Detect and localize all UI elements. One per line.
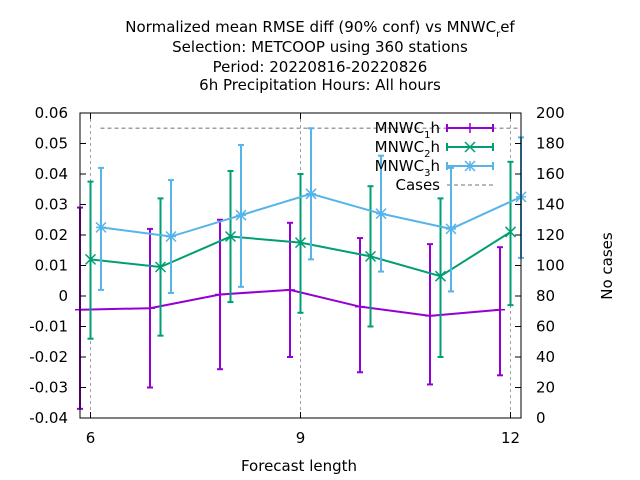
marker-stroke: [95, 221, 107, 233]
y-tick-label: 0.03: [35, 196, 68, 214]
marker-stroke: [504, 226, 517, 238]
data-point: [434, 270, 447, 282]
data-point: [215, 289, 225, 300]
y2-tick-label: 0: [536, 409, 546, 427]
data-point: [294, 237, 307, 249]
x-tick-label: 9: [296, 429, 306, 447]
marker-stroke: [235, 209, 247, 221]
y-tick-label: -0.02: [29, 348, 68, 366]
x-tick-label: 12: [501, 429, 520, 447]
marker-stroke: [154, 261, 167, 273]
title-line-1: Normalized mean RMSE diff (90% conf) vs …: [125, 18, 515, 40]
marker-stroke: [165, 230, 177, 243]
data-point: [95, 221, 107, 233]
data-point: [355, 301, 365, 312]
data-point: [364, 250, 377, 262]
legend-marker: [464, 160, 476, 172]
y2-tick-label: 100: [536, 257, 565, 275]
data-point: [145, 303, 155, 314]
marker-stroke: [294, 237, 307, 249]
data-point: [224, 230, 237, 243]
y-tick-label: 0.02: [35, 226, 68, 244]
y2-tick-label: 200: [536, 104, 565, 122]
y2-tick-label: 180: [536, 135, 565, 153]
marker-stroke: [224, 230, 237, 243]
y2-tick-label: 80: [536, 287, 555, 305]
marker-stroke: [84, 253, 97, 265]
data-point: [445, 223, 457, 235]
title-line-4: 6h Precipitation Hours: All hours: [199, 76, 441, 94]
legend-marker: [465, 123, 475, 133]
series-MNWC_2h: [84, 160, 517, 358]
data-point: [495, 304, 505, 315]
y-tick-label: 0.04: [35, 165, 68, 183]
y2-tick-label: 60: [536, 318, 555, 336]
x-axis: 6 9 12: [86, 113, 520, 447]
y-axis: -0.04 -0.03 -0.02 -0.01 0 0.01 0.02 0.03 0.04 0.0…: [29, 104, 86, 427]
marker-stroke: [364, 250, 377, 262]
legend-marker: [464, 141, 476, 153]
y-tick-label: 0.05: [35, 135, 68, 153]
legend-label-MNWC_3h: MNWC3h: [375, 157, 440, 179]
marker-stroke: [434, 270, 447, 282]
x-axis-label: Forecast length: [241, 457, 357, 475]
y2-tick-label: 120: [536, 226, 565, 244]
y-tick-label: 0.06: [35, 104, 68, 122]
marker-stroke: [375, 208, 387, 220]
data-point: [425, 310, 435, 321]
data-point: [154, 261, 167, 273]
x-tick-label: 6: [86, 429, 96, 447]
y2-tick-label: 40: [536, 348, 555, 366]
legend-label-MNWC_2h: MNWC2h: [375, 138, 440, 160]
y2-tick-label: 140: [536, 196, 565, 214]
y2-tick-label: 160: [536, 165, 565, 183]
y-tick-label: -0.04: [29, 409, 68, 427]
legend-label-MNWC_1h: MNWC1h: [375, 119, 440, 141]
legend-label-Cases: Cases: [395, 176, 440, 194]
title-line-2: Selection: METCOOP using 360 stations: [172, 38, 468, 56]
data-point: [375, 208, 387, 220]
data-point: [235, 209, 247, 221]
y2-axis-label: No cases: [598, 232, 616, 300]
marker-stroke: [305, 188, 317, 200]
data-point: [84, 253, 97, 265]
marker-stroke: [464, 160, 476, 172]
y-tick-label: 0: [58, 287, 68, 305]
data-point: [305, 188, 317, 200]
data-point: [285, 284, 295, 295]
data-point: [165, 230, 177, 243]
y2-axis: 0 20 40 60 80 100 120 140 160 180 200: [515, 104, 565, 427]
y-tick-label: 0.01: [35, 257, 68, 275]
y-tick-label: -0.01: [29, 318, 68, 336]
title-line-3: Period: 20220816-20220826: [213, 58, 428, 76]
marker-stroke: [464, 141, 476, 153]
y2-tick-label: 20: [536, 379, 555, 397]
chart-title: Normalized mean RMSE diff (90% conf) vs …: [125, 18, 515, 94]
marker-stroke: [445, 223, 457, 235]
y-tick-label: -0.03: [29, 379, 68, 397]
data-point: [504, 226, 517, 238]
